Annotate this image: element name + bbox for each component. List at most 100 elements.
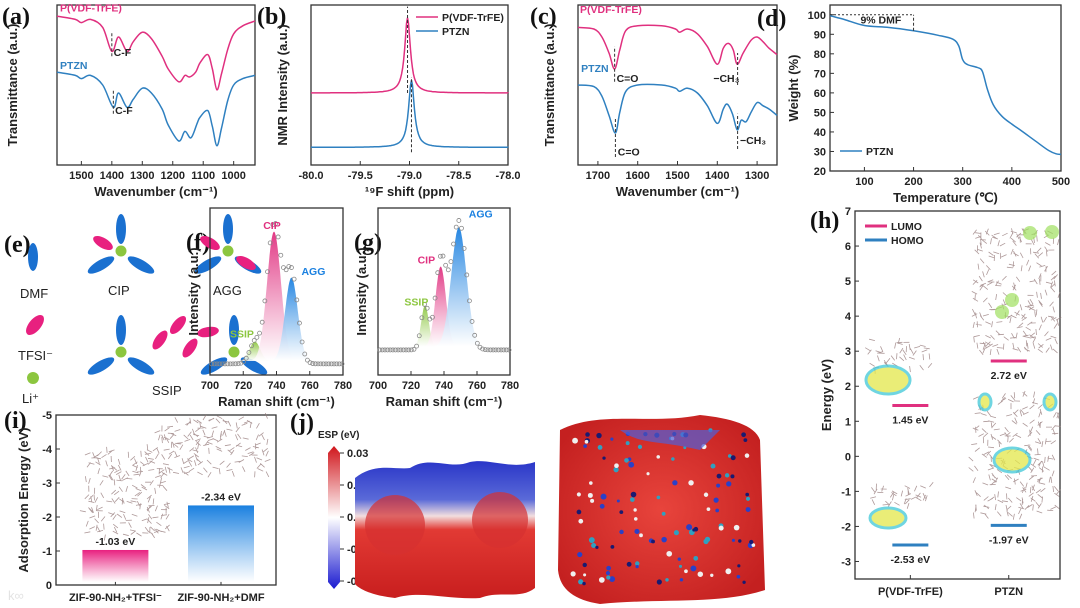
atom-sphere [651,539,655,544]
panel-label-a: (a) [2,4,30,30]
y-axis-label: Transmittance (a.u.) [5,24,20,147]
measured-data-point [283,267,289,273]
annotation-label: CIP [418,255,436,267]
measured-data-point [294,297,300,303]
y-axis-label: Adsorption Energy (eV) [16,427,31,572]
atom-sphere [737,564,741,568]
measured-data-point [262,298,268,304]
atom-sphere [602,456,606,460]
x-tick-label: 1000 [221,170,245,182]
measured-data-point [464,272,470,278]
series-line-0 [829,14,1062,156]
solvation-schematic: DMF TFSI⁻ Li⁺ CIP AGG SSIP [18,214,268,406]
plot-frame [56,4,256,166]
atom-sphere [588,537,595,543]
atom-sphere [619,529,624,535]
atom-sphere [751,543,756,547]
atom-sphere [591,543,597,548]
x-tick-label: 1700 [586,170,610,182]
tfsi-anion-icon [152,330,168,350]
y-tick-label: 2 [845,381,851,393]
measured-data-point [267,240,273,246]
measured-data-point [440,253,446,259]
bar-value-label: -2.34 eV [201,491,241,503]
measured-data-point [385,347,390,353]
atom-sphere [730,455,736,461]
atom-sphere [609,576,616,583]
y-tick-label: 3 [845,346,851,358]
measured-data-point [482,347,488,353]
measured-data-point [506,347,512,353]
measured-data-point [448,259,454,265]
molecular-structure [154,412,271,478]
measured-data-point [461,246,467,251]
measured-data-point [233,361,239,367]
x-axis-label: Raman shift (cm⁻¹) [386,394,503,409]
measured-data-point [305,357,310,363]
annotation-label: P(VDF-TrFE) [60,2,122,14]
measured-data-point [459,225,464,231]
measured-data-point [490,347,496,353]
measured-data-point [254,334,260,340]
energy-value-label: -1.97 eV [989,534,1029,546]
measured-data-point [411,346,417,352]
measured-data-point [214,361,220,367]
y-tick-label: 90 [814,29,826,41]
atom-sphere [690,565,697,572]
atom-sphere [616,499,620,503]
atom-sphere [582,562,587,568]
x-tick-label: 1500 [665,170,689,182]
orbital-density [1023,226,1037,240]
y-tick-label: 5 [845,276,851,288]
x-axis-label: ¹⁹F shift (ppm) [365,184,454,199]
annotation-label: C-F [114,47,132,59]
annotation-label: SSIP [230,328,254,340]
y-tick-label: 0 [845,451,851,463]
y-tick-label: 60 [814,88,826,100]
x-tick-label: -80.0 [298,170,323,182]
atom-sphere [614,463,619,469]
measured-data-point [445,267,451,273]
label-agg: AGG [213,283,242,298]
measured-data-point [291,276,297,282]
molecular-structure [79,444,171,541]
measured-data-point [419,315,425,321]
x-tick-label: 400 [1003,176,1021,188]
measured-data-point [275,234,281,240]
atom-sphere [600,493,607,500]
atom-sphere [733,524,740,531]
atom-sphere [678,564,683,568]
measured-data-point [501,347,507,353]
x-tick-label: -79.0 [397,170,422,182]
tfsi-anion-icon [182,338,198,358]
tfsi-anion-icon [169,315,187,335]
atom-sphere [628,461,635,468]
measured-data-point [496,347,501,353]
atom-sphere [630,491,637,498]
y-tick-label: 100 [808,10,826,22]
orbital-density [1042,392,1058,412]
measured-data-point [488,347,493,353]
esp-surface-framework [558,415,765,604]
measured-data-point [493,347,499,353]
atom-sphere [646,472,650,476]
atom-sphere [582,581,586,586]
dmf-molecule-icon [127,357,155,375]
measured-data-point [467,298,472,304]
atom-sphere [610,544,615,549]
atom-sphere [583,573,587,577]
measured-data-point [393,347,398,353]
molecular-structure [971,228,1062,356]
measured-data-point [403,347,409,353]
measured-data-point [241,359,246,365]
atom-sphere [597,444,603,450]
category-label: P(VDF-TrFE) [878,586,943,598]
atom-sphere [590,498,595,503]
energy-value-label: 2.72 eV [991,370,1027,382]
fit-peak-agg [434,227,483,347]
measured-data-point [251,338,257,343]
atom-sphere [578,518,584,524]
series-line-0 [311,17,509,94]
measured-data-point [456,218,462,223]
measured-data-point [469,319,475,324]
